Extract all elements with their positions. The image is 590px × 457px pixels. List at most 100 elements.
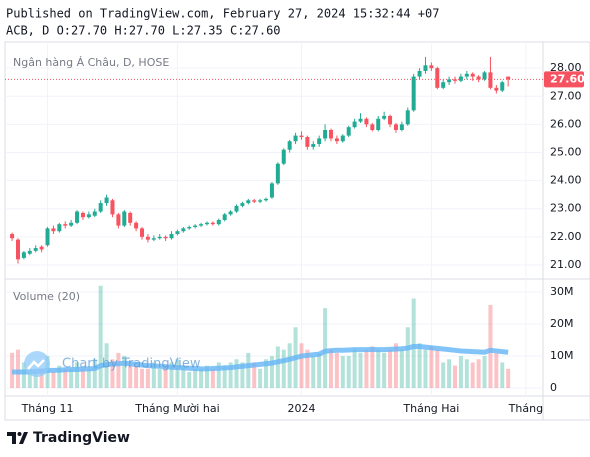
candle-body: [447, 79, 452, 83]
volume-bar: [334, 352, 339, 389]
candle-body: [364, 118, 369, 125]
x-tick-label: Tháng Mười hai: [134, 402, 219, 415]
candle-body: [293, 135, 298, 142]
watermark-icon-line: [27, 359, 45, 370]
chart-frame: [4, 41, 590, 421]
candle-body: [405, 110, 410, 125]
volume-bar: [370, 346, 375, 389]
volume-bar: [86, 368, 91, 389]
volume-bar: [346, 356, 351, 389]
candle-body: [417, 70, 422, 77]
candle-body: [352, 121, 357, 128]
candle-body: [27, 250, 32, 254]
volume-bar: [39, 368, 44, 389]
symbol-label: Ngân hàng Á Châu, D, HOSE: [13, 56, 169, 69]
ohlc-header: ACB, D O:27.70 H:27.70 L:27.35 C:27.60: [6, 24, 281, 38]
candle-body: [145, 236, 150, 240]
candle-body: [317, 138, 322, 145]
candle-body: [388, 115, 393, 125]
candle-body: [494, 87, 499, 91]
volume-bar: [311, 356, 316, 389]
candle-body: [128, 212, 133, 223]
candle-body: [323, 129, 328, 139]
volume-bar: [393, 343, 398, 389]
volume-bar: [447, 359, 452, 389]
candle-body: [393, 124, 398, 130]
volume-bar: [199, 368, 204, 389]
volume-bar: [340, 356, 345, 389]
candle-body: [275, 163, 280, 184]
volume-bar: [352, 349, 357, 389]
volume-bar: [187, 372, 192, 389]
volume-bar: [376, 349, 381, 389]
candle-body: [441, 82, 446, 88]
volume-bar: [458, 356, 463, 389]
volume-bar: [328, 349, 333, 389]
volume-bar: [216, 362, 221, 389]
volume-ma-line: [12, 343, 509, 375]
watermark-text: Chart by TradingView: [62, 357, 201, 372]
volume-bar: [63, 368, 68, 389]
candle-body: [104, 197, 109, 204]
candle-body: [500, 82, 505, 91]
volume-bar: [264, 359, 269, 389]
candle-body: [204, 222, 209, 225]
y-tick-label: 27.00: [550, 89, 582, 102]
volume-bar: [204, 365, 209, 389]
volume-bar: [157, 368, 162, 389]
candle-body: [163, 236, 168, 239]
candle-body: [246, 200, 251, 204]
volume-bar: [151, 362, 156, 389]
volume-bar: [75, 362, 80, 389]
brand-text: TradingView: [33, 430, 130, 446]
volume-bar: [506, 368, 511, 389]
candle-body: [75, 211, 80, 223]
candle-body: [423, 65, 428, 71]
volume-bar: [210, 368, 215, 389]
candle-body: [311, 144, 316, 147]
brand-icon-dot: [17, 432, 22, 436]
candle-body: [411, 76, 416, 111]
volume-bar: [464, 359, 469, 389]
y-tick-label: 26.00: [550, 117, 582, 130]
volume-bar: [80, 368, 85, 389]
candle-body: [240, 203, 245, 206]
volume-bar: [128, 365, 133, 389]
volume-bar: [287, 343, 292, 389]
volume-bar: [435, 349, 440, 389]
y-tick-label: 25.00: [550, 145, 582, 158]
volume-bar: [110, 359, 115, 389]
candle-body: [264, 198, 269, 201]
volume-bar: [169, 362, 174, 389]
volume-tick-label: 30M: [550, 285, 574, 298]
candle-body: [134, 222, 139, 229]
candle-body: [370, 124, 375, 130]
candle-body: [222, 214, 227, 220]
candle-body: [51, 228, 56, 232]
candle-body: [429, 65, 434, 69]
candle-body: [45, 228, 50, 246]
volume-bar: [388, 349, 393, 389]
candle-body: [476, 76, 481, 80]
candle-body: [458, 76, 463, 81]
volume-bar: [163, 365, 168, 389]
grid: [5, 42, 543, 396]
candle-body: [435, 68, 440, 88]
candle-body: [340, 135, 345, 142]
candle-body: [482, 72, 487, 80]
volume-bar: [57, 365, 62, 389]
candle-body: [199, 224, 204, 226]
volume-bar: [417, 343, 422, 389]
candle-body: [193, 225, 198, 227]
x-tick-label: Tháng 11: [21, 402, 74, 415]
volume-bar: [181, 365, 186, 389]
volume-bar: [134, 365, 139, 389]
volume-bar: [246, 352, 251, 389]
candle-body: [464, 73, 469, 77]
candle-body: [80, 212, 85, 218]
candle-body: [63, 224, 68, 226]
volume-bar: [222, 365, 227, 389]
brand-icon: [7, 432, 28, 444]
candle-body: [187, 226, 192, 229]
volume-bar: [494, 352, 499, 389]
